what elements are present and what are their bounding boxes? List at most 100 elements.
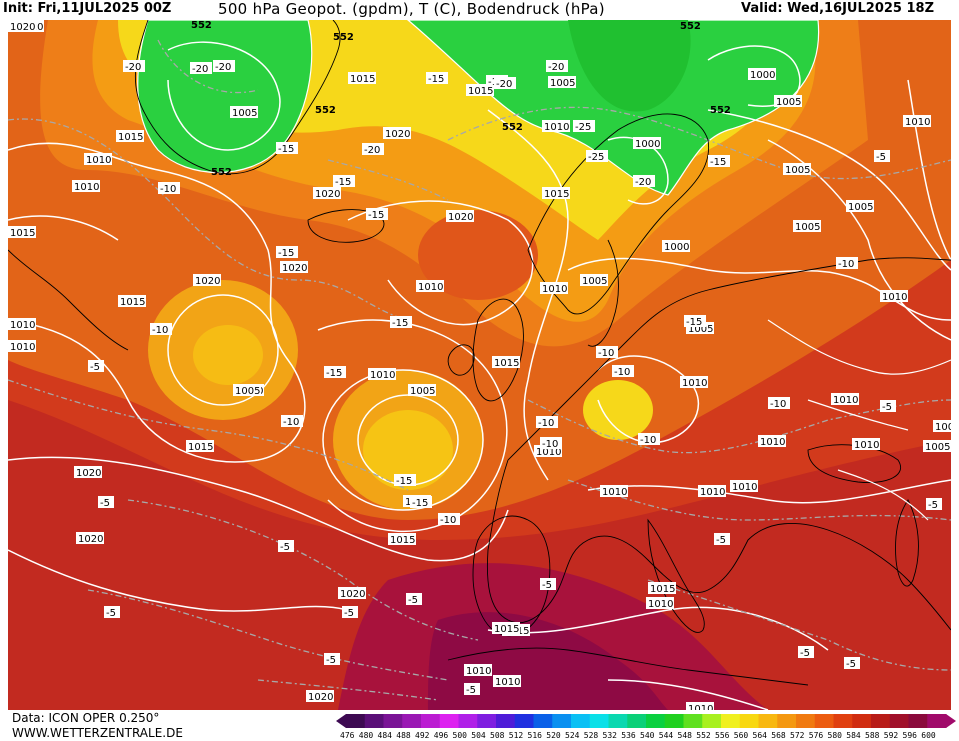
- label-box: [390, 316, 412, 328]
- contour-label: 1010: [542, 284, 567, 295]
- label-box: [748, 68, 776, 80]
- scale-tick-label: 480: [358, 731, 374, 740]
- map-title: 500 hPa Geopot. (gpdm), T (C), Bodendruc…: [218, 0, 605, 18]
- label-box: [548, 76, 576, 88]
- contour-label: 1020: [10, 22, 35, 33]
- scale-tick-label: 492: [415, 731, 430, 740]
- label-box: [836, 257, 858, 269]
- init-time: Init: Fri,11JUL2025 00Z: [3, 1, 172, 16]
- contour-label: 1010: [466, 666, 491, 677]
- website: WWW.WETTERZENTRALE.DE: [12, 726, 183, 740]
- label-box: [638, 433, 660, 445]
- label-box: [72, 180, 100, 192]
- label-box: [190, 62, 212, 74]
- contour-label: 1010: [370, 370, 395, 381]
- label-box: [150, 323, 172, 335]
- contour-label: -5: [100, 498, 110, 509]
- label-box: [586, 150, 608, 162]
- label-box: [158, 182, 180, 194]
- label-box: [846, 200, 874, 212]
- scale-tick-label: 600: [921, 731, 936, 740]
- data-source: Data: ICON OPER 0.250°: [12, 711, 160, 725]
- scale-tick-label: 540: [640, 731, 655, 740]
- contour-label: -10: [770, 399, 786, 410]
- label-box: [698, 485, 726, 497]
- valid-time: Valid: Wed,16JUL2025 18Z: [741, 1, 934, 16]
- contour-label: -10: [160, 184, 176, 195]
- contour-label: -20: [496, 79, 512, 90]
- low-central-europe: [583, 380, 653, 440]
- contour-label: -25: [575, 122, 591, 133]
- label-box: [540, 578, 556, 590]
- scale-swatch: [496, 714, 516, 728]
- label-box: [74, 466, 102, 478]
- contour-label: -15: [392, 318, 408, 329]
- scale-swatch: [552, 714, 572, 728]
- scale-tick-label: 592: [883, 731, 899, 740]
- contour-label: -15: [278, 144, 294, 155]
- label-box: [368, 368, 396, 380]
- label-box: [276, 142, 298, 154]
- contour-label: -15: [368, 210, 384, 221]
- scale-swatch: [533, 714, 553, 728]
- scale-swatch: [871, 714, 891, 728]
- label-box: [123, 60, 145, 72]
- contour-label: -10: [440, 515, 456, 526]
- label-box: [633, 137, 661, 149]
- geo-label: 552: [315, 105, 336, 116]
- contour-label: -15: [710, 157, 726, 168]
- label-box: [492, 356, 520, 368]
- label-box: [213, 60, 235, 72]
- geo-label: 552: [191, 20, 212, 31]
- label-box: [406, 593, 422, 605]
- pressure-labels: 1020 1015 1010 1010 1005 1015 1015 1020 1020 1020…: [8, 20, 951, 710]
- contour-label: 1010: [700, 487, 725, 498]
- contour-label: 1005: [410, 386, 435, 397]
- label-box: [923, 440, 951, 452]
- geo-label: 552: [710, 105, 731, 116]
- label-box: [84, 153, 112, 165]
- scale-tick-label: 524: [565, 731, 580, 740]
- label-box: [416, 280, 444, 292]
- label-box: [933, 420, 951, 432]
- contour-label: 1020: [308, 692, 333, 703]
- scale-tick-label: 532: [602, 731, 617, 740]
- label-box: [8, 318, 36, 330]
- contour-label: 1015: [10, 228, 35, 239]
- contour-label: 1015: [544, 189, 569, 200]
- label-box: [186, 440, 214, 452]
- label-box: [8, 340, 36, 352]
- contour-label: 1015: [188, 442, 213, 453]
- map-header: Init: Fri,11JUL2025 00Z 500 hPa Geopot. …: [0, 0, 959, 20]
- label-box: [798, 646, 814, 658]
- label-box: [662, 240, 690, 252]
- contour-label: 1005: [688, 324, 713, 335]
- label-box: [708, 155, 730, 167]
- label-box: [793, 220, 821, 232]
- label-box: [104, 606, 120, 618]
- geopotential-labels: 552 552 552 552 552 552 552: [191, 20, 731, 178]
- scale-swatch: [477, 714, 497, 728]
- contour-label: 1010: [682, 378, 707, 389]
- scale-tick-label: 536: [621, 731, 636, 740]
- contour-label: 1000: [750, 70, 775, 81]
- contour-label: 1005: [776, 97, 801, 108]
- ridge-north-sea: [418, 210, 538, 300]
- label-box: [774, 95, 802, 107]
- temperature-labels: -20-20-20-15-20-15-15-20-20-25-25-20-15-…: [88, 60, 942, 696]
- label-box: [612, 365, 634, 377]
- scale-swatch: [908, 714, 928, 728]
- label-box: [730, 480, 758, 492]
- scale-tick-label: 500: [452, 731, 467, 740]
- scale-tick-label: 504: [471, 731, 486, 740]
- label-box: [338, 587, 366, 599]
- contour-label: 1020: [282, 263, 307, 274]
- label-box: [394, 474, 416, 486]
- scale-tick-label: 596: [902, 731, 917, 740]
- scale-swatch: [721, 714, 741, 728]
- scale-swatch: [889, 714, 909, 728]
- contour-label: 1015: [494, 624, 519, 635]
- contour-label: -5: [466, 685, 476, 696]
- label-box: [278, 540, 294, 552]
- contour-label: 1010: [833, 395, 858, 406]
